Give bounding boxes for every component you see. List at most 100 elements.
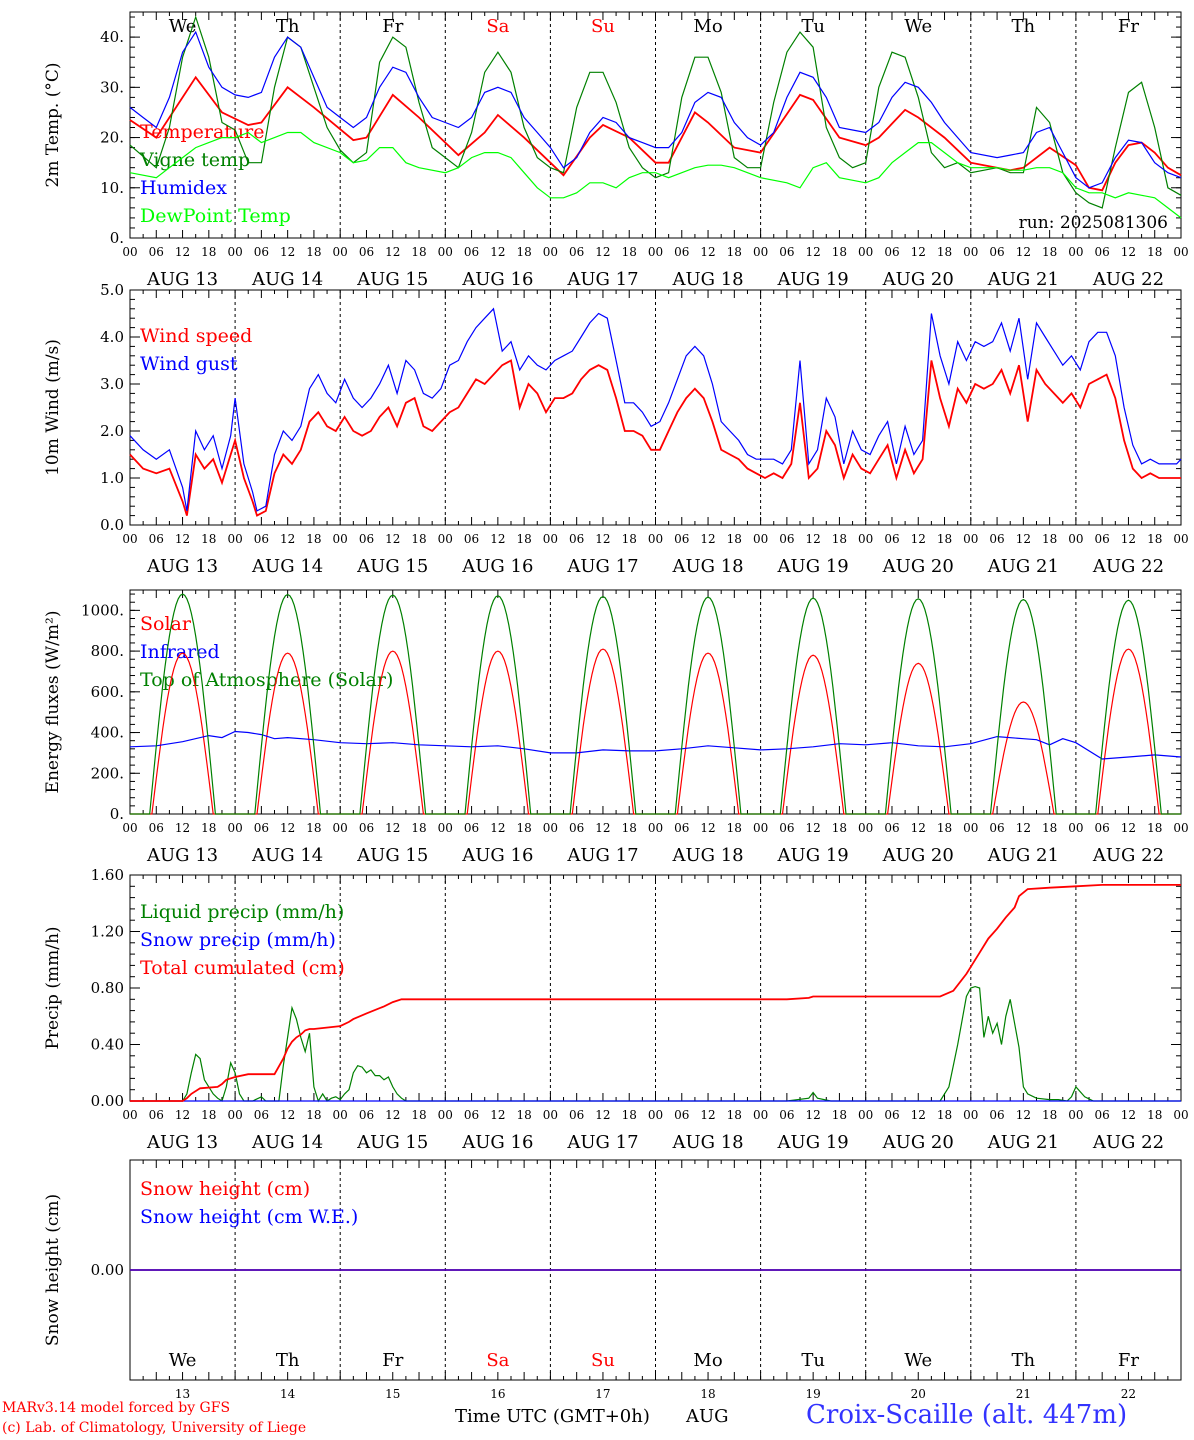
hour-tick-label: 00 — [227, 532, 242, 546]
date-label: AUG 20 — [882, 845, 954, 866]
hour-tick-label: 06 — [149, 821, 164, 835]
hour-tick-label: 06 — [149, 532, 164, 546]
hour-tick-label: 00 — [227, 821, 242, 835]
hour-tick-label: 00 — [1173, 245, 1188, 259]
y-tick-label: 1.20 — [91, 923, 124, 941]
hour-tick-label: 18 — [411, 821, 426, 835]
hour-tick-label: 12 — [911, 532, 926, 546]
y-tick-label: 20. — [100, 129, 124, 147]
date-label: AUG 14 — [251, 556, 323, 577]
hour-tick-label: 18 — [832, 821, 847, 835]
date-label: AUG 21 — [987, 845, 1059, 866]
hour-tick-label: 12 — [700, 532, 715, 546]
date-label: AUG 16 — [461, 556, 533, 577]
y-tick-label: 3.0 — [100, 375, 124, 393]
day-number-label: 13 — [175, 1387, 190, 1401]
date-label: AUG 20 — [882, 1132, 954, 1153]
hour-tick-label: 18 — [1147, 245, 1162, 259]
hour-tick-label: 06 — [1095, 245, 1110, 259]
hour-tick-label: 00 — [438, 245, 453, 259]
hour-tick-label: 18 — [832, 532, 847, 546]
date-label: AUG 14 — [251, 845, 323, 866]
hour-tick-label: 12 — [1016, 821, 1031, 835]
weekday-label: Tu — [801, 16, 825, 37]
series-line — [130, 985, 1181, 1103]
hour-tick-label: 00 — [227, 1108, 242, 1122]
legend-entry: DewPoint Temp — [140, 205, 291, 227]
hour-tick-label: 18 — [1042, 245, 1057, 259]
hour-tick-label: 18 — [411, 1108, 426, 1122]
series-line — [129, 307, 1182, 512]
weekday-label: Th — [276, 16, 300, 37]
hour-tick-label: 18 — [411, 245, 426, 259]
hour-tick-label: 06 — [359, 821, 374, 835]
hour-tick-label: 00 — [543, 1108, 558, 1122]
hour-tick-label: 00 — [858, 245, 873, 259]
date-label: AUG 13 — [146, 1132, 218, 1153]
day-number-label: 15 — [385, 1387, 400, 1401]
hour-tick-label: 00 — [333, 821, 348, 835]
hour-tick-label: 00 — [648, 532, 663, 546]
hour-tick-label: 00 — [333, 1108, 348, 1122]
y-tick-label: 0.00 — [91, 1092, 124, 1110]
day-number-label: 19 — [806, 1387, 821, 1401]
hour-tick-label: 00 — [333, 245, 348, 259]
hour-tick-label: 12 — [280, 532, 295, 546]
hour-tick-label: 06 — [464, 532, 479, 546]
hour-tick-label: 00 — [122, 245, 137, 259]
hour-tick-label: 00 — [122, 1108, 137, 1122]
hour-tick-label: 00 — [648, 821, 663, 835]
hour-tick-label: 18 — [201, 821, 216, 835]
hour-tick-label: 18 — [201, 1108, 216, 1122]
date-label: AUG 17 — [566, 269, 638, 290]
hour-tick-label: 12 — [1121, 1108, 1136, 1122]
weekday-label: We — [904, 16, 932, 37]
hour-tick-label: 00 — [1068, 245, 1083, 259]
hour-tick-label: 00 — [753, 821, 768, 835]
hour-tick-label: 00 — [543, 821, 558, 835]
date-label: AUG 16 — [461, 1132, 533, 1153]
hour-tick-label: 12 — [700, 1108, 715, 1122]
y-tick-label: 5.0 — [100, 281, 124, 299]
day-number-label: 14 — [280, 1387, 296, 1401]
weekday-label: Mo — [693, 16, 722, 37]
hour-tick-label: 18 — [516, 245, 531, 259]
hour-tick-label: 00 — [963, 1108, 978, 1122]
y-axis-label: Energy fluxes (W/m²) — [43, 611, 63, 794]
hour-tick-label: 06 — [674, 821, 689, 835]
date-label: AUG 20 — [882, 556, 954, 577]
hour-tick-label: 12 — [385, 532, 400, 546]
hour-tick-label: 00 — [438, 532, 453, 546]
date-label: AUG 13 — [146, 556, 218, 577]
weekday-label: Th — [1012, 1350, 1036, 1371]
hour-tick-label: 00 — [858, 532, 873, 546]
y-tick-label: 0.40 — [91, 1036, 124, 1054]
weekday-label: Su — [591, 1350, 615, 1371]
hour-tick-label: 12 — [595, 245, 610, 259]
hour-tick-label: 12 — [490, 821, 505, 835]
series-line — [129, 359, 1181, 517]
y-tick-label: 400. — [91, 724, 124, 742]
hour-tick-label: 18 — [1147, 1108, 1162, 1122]
hour-tick-label: 06 — [1095, 1108, 1110, 1122]
hour-tick-label: 12 — [806, 532, 821, 546]
station-label: Croix-Scaille (alt. 447m) — [806, 1400, 1128, 1430]
hour-tick-label: 18 — [201, 245, 216, 259]
hour-tick-label: 00 — [122, 532, 137, 546]
hour-tick-label: 06 — [254, 821, 269, 835]
date-label: AUG 19 — [777, 556, 849, 577]
hour-tick-label: 00 — [1173, 1108, 1188, 1122]
date-label: AUG 21 — [987, 269, 1059, 290]
hour-tick-label: 00 — [648, 245, 663, 259]
day-number-label: 20 — [911, 1387, 926, 1401]
hour-tick-label: 12 — [280, 821, 295, 835]
day-number-label: 16 — [490, 1387, 505, 1401]
hour-tick-label: 18 — [1042, 821, 1057, 835]
date-label: AUG 22 — [1092, 269, 1164, 290]
hour-tick-label: 12 — [490, 245, 505, 259]
y-axis-label: Snow height (cm) — [43, 1194, 63, 1346]
date-label: AUG 19 — [777, 269, 849, 290]
hour-tick-label: 06 — [674, 1108, 689, 1122]
y-tick-label: 30. — [100, 78, 124, 96]
legend-entry: Humidex — [140, 177, 227, 199]
